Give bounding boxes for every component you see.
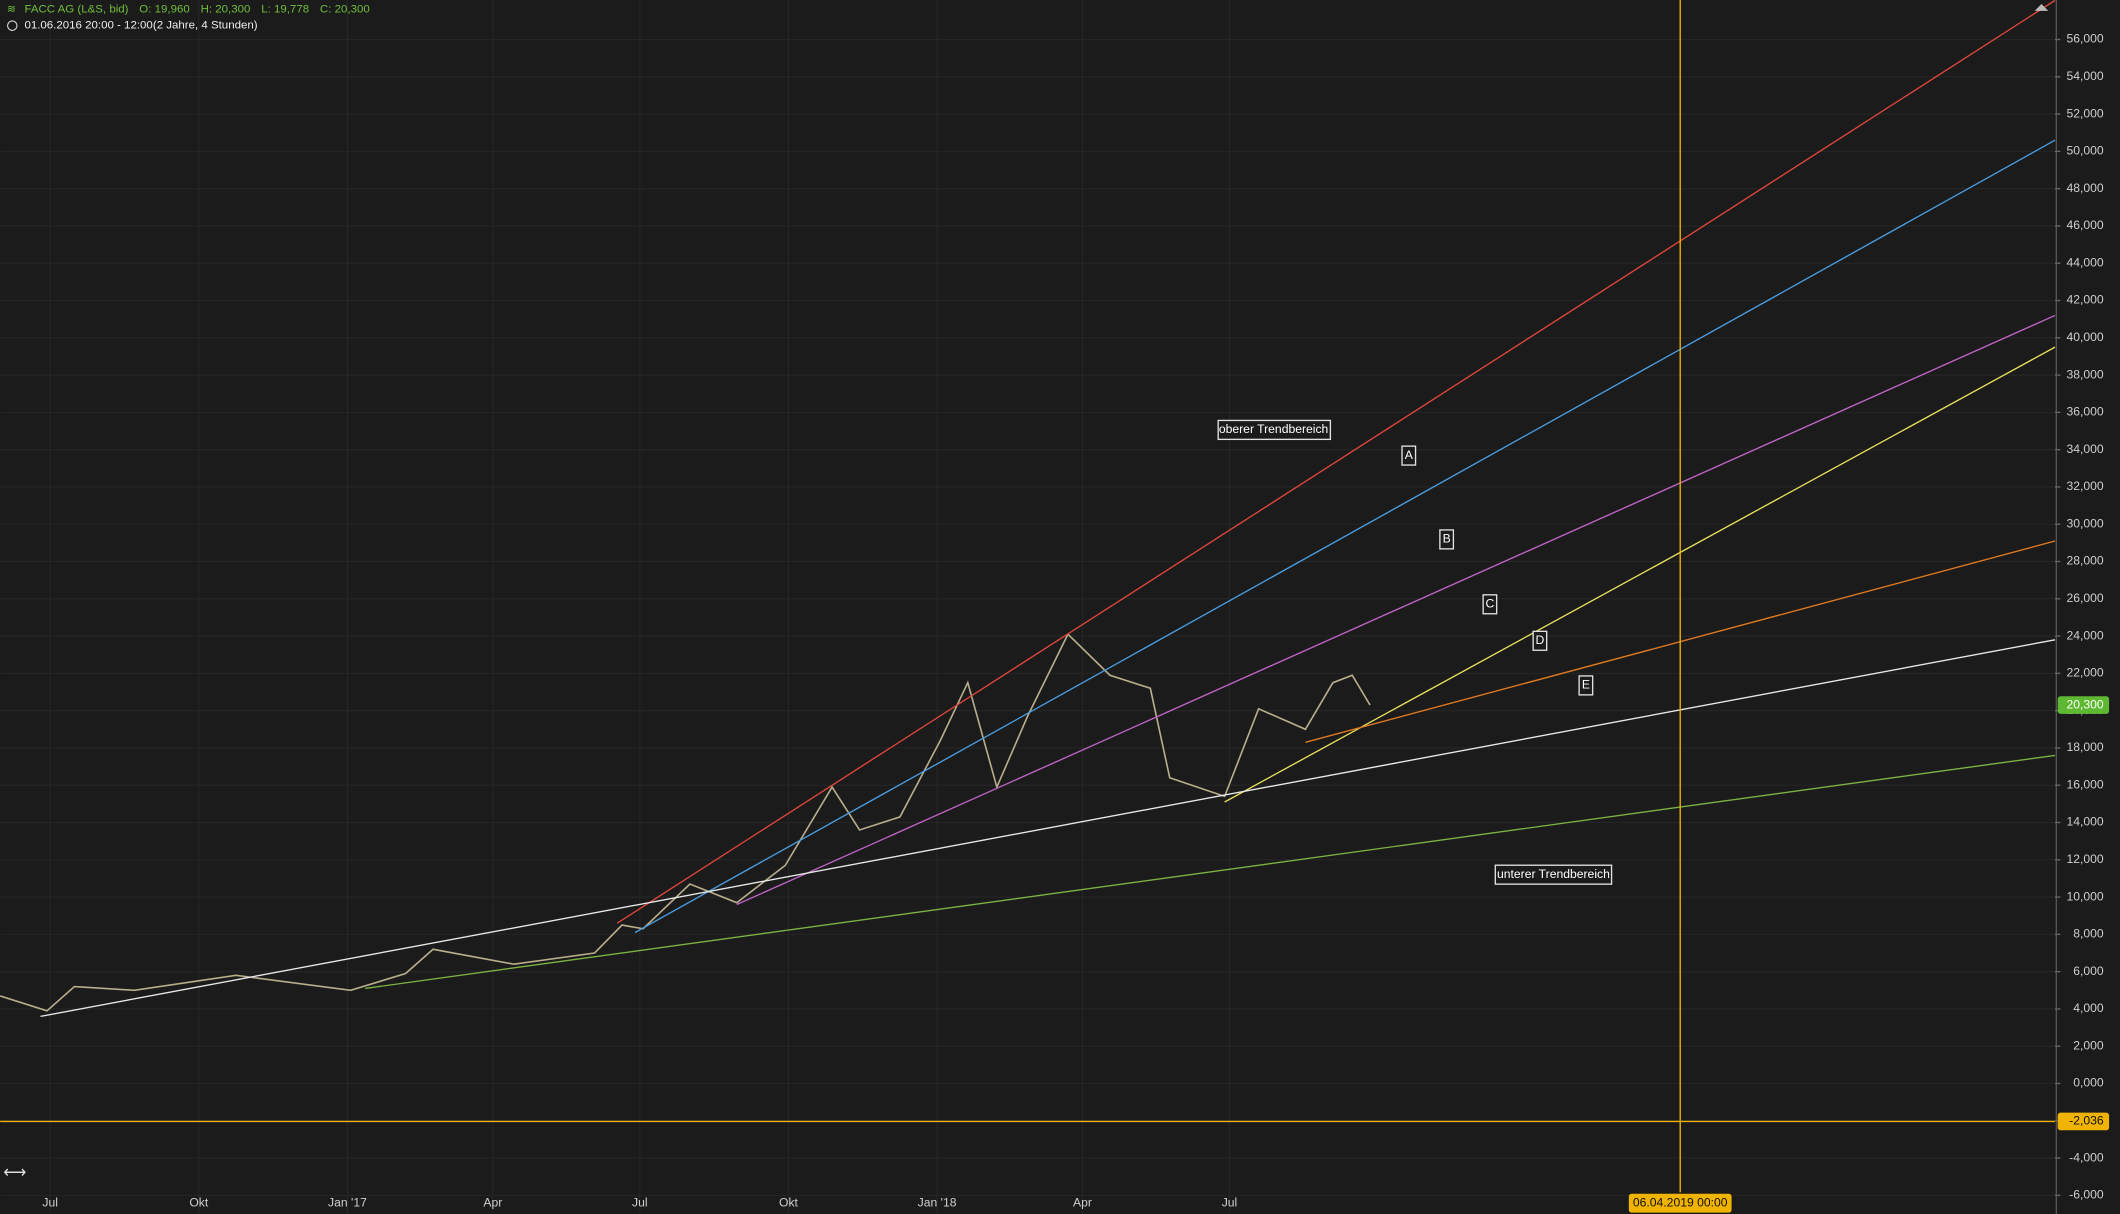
annotation: E (1582, 678, 1590, 692)
y-tick-label: 40,000 (2066, 330, 2103, 344)
y-tick-label: 48,000 (2066, 181, 2103, 195)
y-tick-label: 22,000 (2066, 666, 2103, 680)
y-tick-label: 2,000 (2073, 1038, 2104, 1052)
x-tick-label: Okt (189, 1195, 209, 1209)
y-tick-label: 8,000 (2073, 927, 2104, 941)
y-tick-label: 16,000 (2066, 777, 2103, 791)
y-tick-label: 0,000 (2073, 1076, 2104, 1090)
annotation: B (1443, 532, 1451, 546)
annotation-box (1578, 675, 1594, 696)
y-tick-label: 32,000 (2066, 479, 2103, 493)
price-line (0, 632, 1371, 1012)
annotation-box (1494, 864, 1613, 885)
trend-line (736, 314, 2056, 906)
y-tick-label: 4,000 (2073, 1001, 2104, 1015)
x-tick-label: Jul (42, 1195, 58, 1209)
annotation: C (1486, 597, 1495, 611)
icon: ≋ (7, 3, 16, 15)
y-tick-label: 14,000 (2066, 815, 2103, 829)
grid (0, 0, 2055, 1214)
annotation-box (1532, 630, 1548, 651)
y-tick-label: 10,000 (2066, 889, 2103, 903)
annotation-box (1482, 594, 1498, 615)
annotation: unterer Trendbereich (1497, 867, 1610, 881)
y-tick-label: 46,000 (2066, 218, 2103, 232)
trend-line (634, 139, 2056, 934)
x-tick-label: Apr (1073, 1195, 1092, 1209)
ohlc-value: H: 20,300 (201, 3, 251, 15)
y-tick-label: 42,000 (2066, 293, 2103, 307)
plot (0, 0, 2056, 1193)
x-tick-label: Okt (779, 1195, 799, 1209)
price-tag (2057, 1112, 2110, 1131)
y-tick-label: -6,000 (2069, 1188, 2104, 1202)
x-tick-label: Jan '17 (328, 1195, 367, 1209)
last-price-tag (2057, 696, 2110, 714)
y-tick-label: 18,000 (2066, 740, 2103, 754)
y-tick-label: -4,000 (2069, 1150, 2104, 1164)
x-tick-label: Jul (632, 1195, 648, 1209)
y-tick-label: 34,000 (2066, 442, 2103, 456)
y-tick-label: 28,000 (2066, 554, 2103, 568)
ohlc-value: C: 20,300 (320, 3, 370, 15)
annotation-box (1439, 529, 1455, 550)
trend-line (616, 0, 2056, 924)
date-tag (1628, 1193, 1732, 1213)
y-tick-label: 56,000 (2066, 32, 2103, 46)
y-tick-label: 44,000 (2066, 255, 2103, 269)
price-tag-label: -2,036 (2069, 1114, 2104, 1128)
last-price-label: 20,300 (2066, 697, 2103, 711)
header: ≋ FACC AG (L&S, bid) 01.06.2016 20:00 - … (7, 3, 370, 31)
scroll-up-icon[interactable] (2034, 4, 2049, 11)
trend-line (365, 754, 2056, 990)
annotations: oberer Trendbereich A B C D E unterer Tr… (1217, 419, 1613, 885)
annotation: D (1536, 633, 1545, 647)
date-tag-label: 06.04.2019 00:00 (1633, 1195, 1728, 1209)
y-tick-label: 50,000 (2066, 144, 2103, 158)
x-tick-label: Apr (483, 1195, 502, 1209)
x-tick-label: Jul (1222, 1195, 1238, 1209)
y-tick-label: 30,000 (2066, 516, 2103, 530)
annotation-box (1401, 445, 1417, 466)
x-tick-label: Jan '18 (918, 1195, 957, 1209)
annotation: A (1405, 448, 1414, 462)
y-tick-label: 36,000 (2066, 405, 2103, 419)
y-tick-label: 12,000 (2066, 852, 2103, 866)
subtitle: 01.06.2016 20:00 - 12:00 (24, 20, 152, 32)
period: (2 Jahre, 4 Stunden) (153, 20, 258, 32)
y-tick-label: 6,000 (2073, 964, 2104, 978)
y-tick-label: 26,000 (2066, 591, 2103, 605)
scroll-icon[interactable]: ⟷ (3, 1164, 26, 1182)
annotation-box (1217, 419, 1332, 441)
y-tick-label: 38,000 (2066, 367, 2103, 381)
ohlc-value: L: 19,778 (261, 3, 309, 15)
chart-title: FACC AG (L&S, bid) (24, 3, 128, 15)
y-tick-label: 54,000 (2066, 69, 2103, 83)
ohlc-value: O: 19,960 (139, 3, 189, 15)
annotation: oberer Trendbereich (1219, 422, 1328, 436)
trend-line (40, 639, 2056, 1018)
y-tick-label: 24,000 (2066, 628, 2103, 642)
y-tick-label: 52,000 (2066, 106, 2103, 120)
clock-icon (7, 20, 18, 31)
